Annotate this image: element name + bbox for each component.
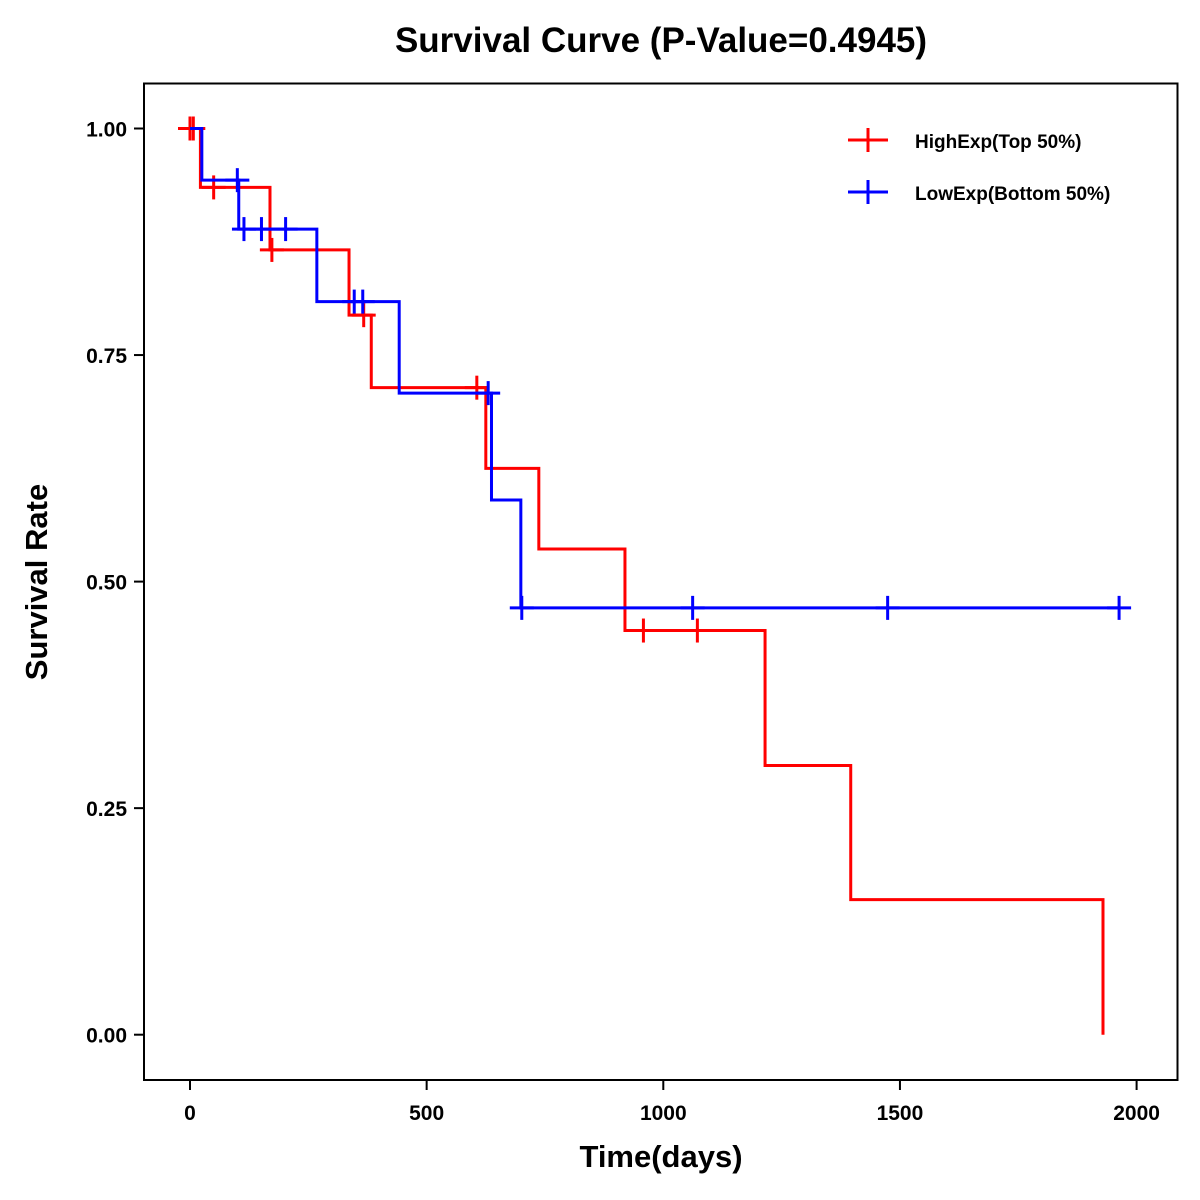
legend-item-lowexp: LowExp(Bottom 50%) — [848, 180, 1110, 205]
x-axis: 0 500 1000 1500 2000 — [184, 1080, 1160, 1125]
censor-mark — [464, 375, 489, 400]
censor-mark — [509, 595, 534, 620]
censor-mark — [273, 217, 298, 242]
censor-mark — [259, 237, 284, 262]
series-layer — [178, 116, 1132, 1035]
legend-marker-highexp — [848, 128, 888, 152]
censor-mark — [680, 595, 705, 620]
x-tick-label: 0 — [184, 1102, 196, 1125]
x-tick-label: 2000 — [1113, 1102, 1160, 1125]
y-tick-label: 0.75 — [86, 345, 127, 368]
chart-title: Survival Curve (P-Value=0.4945) — [395, 21, 927, 60]
x-axis-label: Time(days) — [579, 1139, 742, 1174]
censor-mark — [685, 618, 710, 643]
y-tick-label: 0.50 — [86, 572, 127, 595]
y-tick-label: 0.00 — [86, 1025, 127, 1048]
censor-mark — [476, 381, 501, 406]
survival-step-line — [190, 127, 1105, 1035]
x-tick-label: 1500 — [877, 1102, 924, 1125]
legend-label-highexp: HighExp(Top 50%) — [915, 132, 1081, 153]
series-lowexp — [190, 127, 1132, 620]
censor-mark — [1107, 595, 1132, 620]
legend-marker-lowexp — [848, 180, 888, 204]
censor-mark — [631, 618, 656, 643]
y-tick-label: 1.00 — [86, 119, 127, 142]
x-tick-label: 500 — [409, 1102, 444, 1125]
censor-mark — [225, 168, 250, 193]
plot-area-border — [143, 82, 1179, 1081]
x-tick-label: 1000 — [640, 1102, 687, 1125]
censor-mark — [350, 289, 375, 314]
censor-mark — [249, 217, 274, 242]
legend-label-lowexp: LowExp(Bottom 50%) — [915, 184, 1110, 205]
censor-mark — [875, 595, 900, 620]
legend: HighExp(Top 50%) LowExp(Bottom 50%) — [848, 128, 1110, 205]
y-axis-label: Survival Rate — [19, 484, 54, 680]
y-axis: 0.00 0.25 0.50 0.75 1.00 — [86, 119, 144, 1048]
y-tick-label: 0.25 — [86, 798, 127, 821]
legend-item-highexp: HighExp(Top 50%) — [848, 128, 1081, 153]
